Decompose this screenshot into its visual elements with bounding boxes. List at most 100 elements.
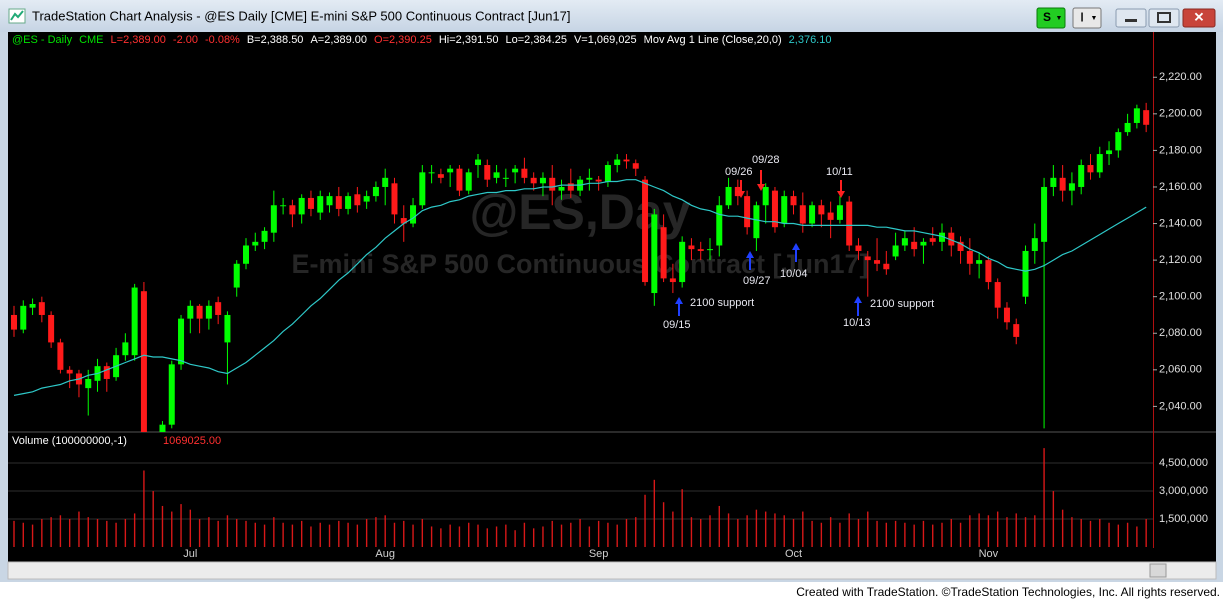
candle-body [400, 218, 407, 224]
candle-body [168, 364, 175, 425]
candle-body [1133, 108, 1140, 123]
status-item: Hi=2,391.50 [439, 34, 499, 46]
annotation: 10/04 [780, 268, 808, 280]
candle-body [122, 342, 129, 356]
watermark-name: E-mini S&P 500 Continuous Contract [Jun1… [291, 249, 868, 279]
price-plot [11, 102, 1150, 432]
minimize-button[interactable] [1115, 8, 1147, 28]
arrow-head [737, 191, 745, 198]
candle-body [911, 241, 918, 250]
candle-body [1041, 186, 1048, 242]
candle-body [753, 205, 760, 239]
candle-body [215, 302, 222, 315]
annotation: 10/11 [826, 166, 853, 178]
candle-body [1031, 238, 1038, 251]
candle-body [20, 305, 27, 330]
candle-body [642, 179, 649, 283]
candle-body [502, 177, 509, 179]
y-tick-label: 2,100.00 [1159, 291, 1202, 303]
x-tick-label: Jul [183, 548, 197, 560]
candle-body [419, 172, 426, 206]
status-item: A=2,389.00 [310, 34, 367, 46]
x-tick-label: Sep [589, 548, 609, 560]
candle-body [178, 318, 185, 365]
annotation: 09/15 [663, 319, 691, 331]
candle-body [586, 177, 593, 180]
arrow-head [675, 297, 683, 304]
candle-body [920, 241, 927, 246]
scroll-thumb[interactable] [1149, 563, 1167, 578]
app-icon [8, 8, 26, 24]
candle-body [799, 205, 806, 224]
close-button[interactable] [1182, 8, 1216, 28]
status-item: V=1,069,025 [574, 34, 637, 46]
y-tick-label: 2,140.00 [1159, 217, 1202, 229]
candle-body [549, 177, 556, 191]
candle-body [558, 186, 565, 191]
candle-body [883, 263, 890, 270]
candle-body [410, 205, 417, 224]
candle-body [131, 287, 138, 356]
candle-body [623, 159, 630, 162]
candle-body [280, 205, 287, 207]
candle-body [874, 260, 881, 264]
candle-body [1115, 132, 1122, 151]
candle-body [289, 205, 296, 215]
footer-bar [0, 582, 1223, 600]
y-tick-label: 2,040.00 [1159, 400, 1202, 412]
candle-body [261, 230, 268, 242]
candle-body [493, 172, 500, 178]
candle-body [818, 205, 825, 215]
candle-body [428, 172, 435, 174]
candle-body [697, 249, 704, 251]
candle-body [827, 212, 834, 220]
tools-button[interactable] [1072, 7, 1102, 29]
y-tick-label: 2,200.00 [1159, 108, 1202, 120]
candle-body [604, 165, 611, 182]
dropdown-arrow: ▼ [1091, 15, 1098, 22]
candle-body [447, 168, 454, 173]
x-tick-label: Oct [785, 548, 802, 560]
candle-body [354, 194, 361, 206]
status-item: -2.00 [173, 34, 198, 46]
candle-body [345, 196, 352, 209]
volume-label: Volume (100000000,-1) [12, 435, 127, 447]
annotation: 09/28 [752, 154, 780, 166]
candle-body [567, 183, 574, 191]
candle-body [948, 232, 955, 246]
candle-body [901, 238, 908, 246]
scrollbar[interactable] [7, 561, 1217, 580]
candle-body [595, 179, 602, 182]
close-icon: ✕ [1194, 9, 1205, 24]
status-item: L=2,389.00 [111, 34, 166, 46]
y-tick-label: 2,180.00 [1159, 144, 1202, 156]
candle-body [771, 190, 778, 228]
status-item: O=2,390.25 [374, 34, 432, 46]
volume-tick-label: 4,500,000 [1159, 457, 1208, 469]
y-tick-label: 2,080.00 [1159, 327, 1202, 339]
candle-body [521, 168, 528, 178]
candle-body [855, 245, 862, 251]
candle-body [243, 245, 249, 264]
candle-body [1059, 177, 1066, 191]
tools-icon: I [1080, 9, 1084, 24]
arrow-head [792, 243, 800, 250]
candle-body [196, 305, 203, 319]
candle-body [391, 183, 398, 215]
volume-last: 1069025.00 [163, 435, 221, 447]
annotation: 2100 support [870, 298, 934, 310]
candle-body [1143, 110, 1150, 125]
candle-body [679, 241, 686, 283]
candle-body [512, 168, 519, 173]
restore-button[interactable] [1148, 8, 1180, 28]
candle-body [994, 282, 1001, 308]
moving-average-line [13, 179, 1147, 396]
status-item: -0.08% [205, 34, 240, 46]
strategy-button[interactable] [1036, 7, 1066, 29]
candle-body [725, 186, 732, 206]
candle-body [744, 196, 751, 228]
candle-body [976, 260, 983, 264]
candle-body [326, 196, 333, 206]
candle-body [939, 232, 945, 242]
